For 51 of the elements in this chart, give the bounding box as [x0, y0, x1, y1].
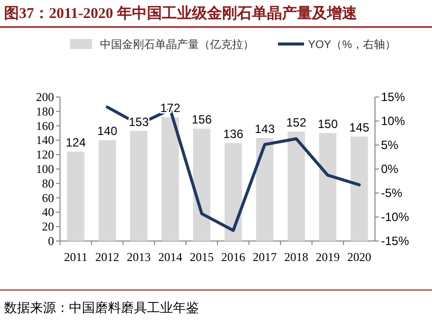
- legend-label: YOY（%，右轴）: [308, 38, 396, 51]
- y-tick-label: 180: [36, 104, 54, 118]
- y-tick-label: 100: [36, 162, 54, 176]
- y2-tick-label: -10%: [381, 210, 410, 224]
- legend-label: 中国金刚石单晶产量（亿克拉）: [100, 38, 254, 51]
- data-label: 145: [349, 120, 370, 135]
- y-tick-label: 120: [36, 148, 54, 162]
- y2-tick-label: 10%: [381, 114, 406, 128]
- y-tick-label: 200: [36, 90, 54, 104]
- data-label: 150: [318, 117, 338, 131]
- x-tick-label: 2012: [95, 250, 120, 264]
- x-tick-label: 2014: [158, 250, 182, 264]
- chart-title: 图37：2011-2020 年中国工业级金刚石单晶产量及增速: [4, 5, 358, 22]
- bar: [162, 117, 179, 241]
- x-tick-label: 2020: [347, 250, 372, 264]
- data-label: 140: [97, 124, 118, 138]
- y2-tick-label: 5%: [381, 138, 399, 152]
- x-tick-label: 2015: [190, 250, 214, 264]
- x-tick-label: 2018: [284, 250, 308, 264]
- y2-tick-label: -15%: [381, 234, 410, 248]
- source-note: 数据来源：中国磨料磨具工业年鉴: [4, 300, 199, 315]
- bar: [193, 128, 210, 241]
- y-tick-label: 140: [36, 133, 54, 148]
- data-label: 156: [192, 112, 212, 127]
- y-tick-label: 160: [36, 118, 54, 133]
- y2-tick-label: -5%: [381, 186, 403, 200]
- x-tick-label: 2019: [316, 250, 340, 264]
- data-label: 143: [254, 122, 276, 136]
- y-tick-label: 80: [42, 176, 54, 190]
- bar: [98, 140, 116, 241]
- x-tick-label: 2013: [126, 250, 151, 264]
- y-tick-label: 20: [42, 220, 54, 234]
- bar: [67, 152, 84, 241]
- data-label: 136: [223, 127, 244, 142]
- data-label: 124: [66, 136, 86, 150]
- x-tick-label: 2017: [252, 250, 277, 264]
- x-tick-label: 2011: [64, 250, 88, 264]
- bar: [350, 136, 368, 241]
- data-label: 152: [286, 116, 307, 130]
- y2-tick-label: 15%: [381, 90, 406, 104]
- bar: [319, 133, 336, 241]
- data-label: 172: [160, 101, 181, 116]
- y-tick-label: 0: [48, 234, 54, 248]
- y-tick-label: 40: [42, 205, 54, 220]
- y2-tick-label: 0%: [381, 162, 399, 176]
- y-tick-label: 60: [42, 190, 54, 205]
- bar: [256, 138, 274, 241]
- x-tick-label: 2016: [221, 250, 246, 264]
- bar: [288, 132, 305, 241]
- bar: [130, 130, 148, 241]
- bar: [224, 143, 242, 241]
